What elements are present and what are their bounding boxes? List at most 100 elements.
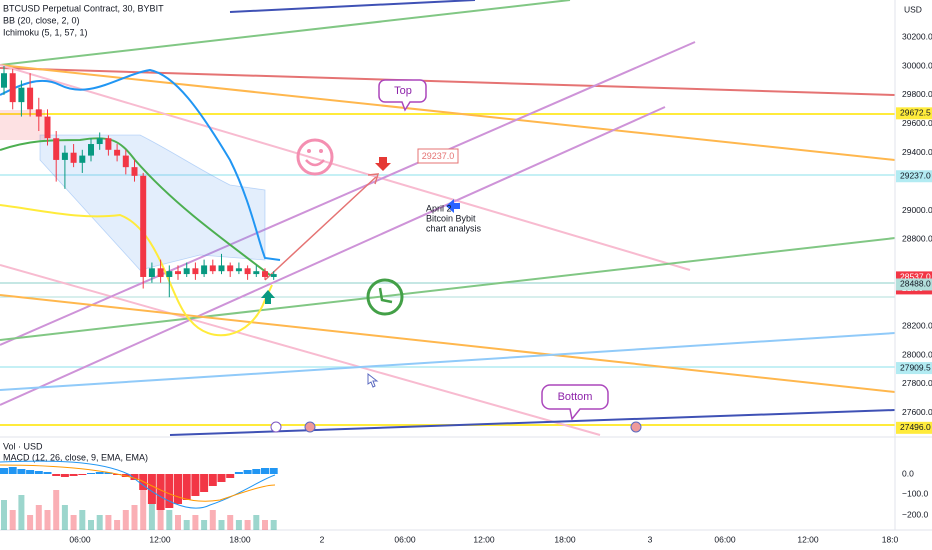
candle-body xyxy=(192,268,199,275)
price-tick-label: 28200.0 xyxy=(902,320,932,330)
volume-bar xyxy=(157,505,164,530)
time-label: 12:00 xyxy=(473,534,495,544)
candle-body xyxy=(270,274,277,277)
trendline xyxy=(0,332,896,391)
note-text: Bitcoin Bybit xyxy=(426,213,476,223)
time-label: 06:00 xyxy=(394,534,416,544)
macd-bar xyxy=(174,474,182,504)
time-label: 18:00 xyxy=(229,534,251,544)
volume-bar xyxy=(201,520,208,530)
trendline xyxy=(0,0,571,66)
candle-body xyxy=(9,73,16,103)
price-tick-label: 27600.0 xyxy=(902,407,932,417)
price-tick-label: 28000.0 xyxy=(902,349,932,359)
price-tick-label: 28800.0 xyxy=(902,234,932,244)
volume-bar xyxy=(227,515,234,530)
macd-bar xyxy=(252,469,261,474)
candle-body xyxy=(175,271,181,275)
candle-body xyxy=(235,268,242,272)
trendline xyxy=(169,409,896,436)
candle-body xyxy=(253,271,260,275)
volume-bar xyxy=(44,510,51,530)
price-marker xyxy=(896,421,932,434)
candle-body xyxy=(244,268,251,275)
volume-bar xyxy=(18,495,25,530)
signal-line xyxy=(0,464,276,502)
volume-bar xyxy=(175,515,181,530)
time-label: 3 xyxy=(648,534,653,544)
macd-bar xyxy=(156,474,165,510)
macd-bar xyxy=(113,474,122,475)
trendline xyxy=(0,41,696,346)
trendline xyxy=(0,67,896,96)
price-tick-label: 29400.0 xyxy=(902,147,932,157)
price-tick-label: 27800.0 xyxy=(902,378,932,388)
price-marker-label: 27909.5 xyxy=(900,362,931,372)
trendline xyxy=(0,264,601,436)
macd-bar xyxy=(234,472,243,474)
candle-body xyxy=(201,265,208,275)
callout xyxy=(378,79,427,112)
pane-title: MACD (12, 26, close, 9, EMA, EMA) xyxy=(3,452,148,462)
bb-basis xyxy=(0,137,271,276)
macd-bar xyxy=(87,473,95,474)
callout-text: Top xyxy=(394,85,412,97)
trendline xyxy=(0,294,896,393)
candle-body xyxy=(209,265,216,272)
macd-bar xyxy=(69,474,78,476)
candle-body xyxy=(96,138,103,145)
volume-bar xyxy=(96,515,103,530)
macd-bar xyxy=(8,467,17,474)
candle-body xyxy=(262,271,268,277)
volume-bar xyxy=(148,495,155,530)
macd-bar xyxy=(191,474,200,496)
macd-bar xyxy=(130,474,139,480)
indicator-title: BB (20, close, 2, 0) xyxy=(3,15,80,25)
price-tick-label: 30000.0 xyxy=(902,60,932,70)
candle-body xyxy=(79,155,86,163)
price-tick-label: 29000.0 xyxy=(902,205,932,215)
macd-bar xyxy=(200,474,209,492)
time-label: 18:00 xyxy=(554,534,576,544)
symbol-title: BTCUSD Perpetual Contract, 30, BYBIT xyxy=(3,3,164,13)
macd-bar xyxy=(60,474,69,477)
candle-body xyxy=(218,265,225,272)
price-marker-label: 27496.0 xyxy=(900,422,931,432)
smiley-mouth xyxy=(305,159,325,167)
candles xyxy=(1,66,277,298)
trendline xyxy=(0,64,896,161)
candle-body xyxy=(114,149,121,156)
volume-bar xyxy=(122,510,129,530)
volume-bar xyxy=(1,500,7,530)
arrow-head xyxy=(367,173,380,185)
macd-bar xyxy=(217,474,226,482)
note-text: April 2 xyxy=(426,203,452,213)
callout xyxy=(541,384,609,421)
candle-body xyxy=(122,155,129,168)
lower-pane xyxy=(0,467,278,530)
macd-bar xyxy=(269,468,278,474)
smiley-icon xyxy=(296,138,334,176)
candle-body xyxy=(27,87,34,110)
price-marker-label: 28488.0 xyxy=(900,279,931,289)
volume-bar xyxy=(166,510,173,530)
time-label: 06:00 xyxy=(714,534,736,544)
price-marker-label: 29672.5 xyxy=(900,108,931,118)
candle-body xyxy=(131,167,138,176)
cursor xyxy=(367,372,379,388)
time-label: 12:00 xyxy=(149,534,171,544)
face-mark xyxy=(378,287,393,304)
macd-bar xyxy=(104,472,113,474)
macd-bar xyxy=(26,470,35,474)
pane-tick-label: −100.0 xyxy=(902,488,929,498)
time-label: 12:00 xyxy=(797,534,819,544)
macd-line xyxy=(0,460,276,509)
note-text: chart analysis xyxy=(426,223,482,233)
macd-bar xyxy=(261,468,269,474)
arrow-line xyxy=(264,176,377,281)
price-note xyxy=(417,148,459,164)
pane-tick-label: −200.0 xyxy=(902,509,929,519)
time-label: 18:0 xyxy=(882,534,899,544)
